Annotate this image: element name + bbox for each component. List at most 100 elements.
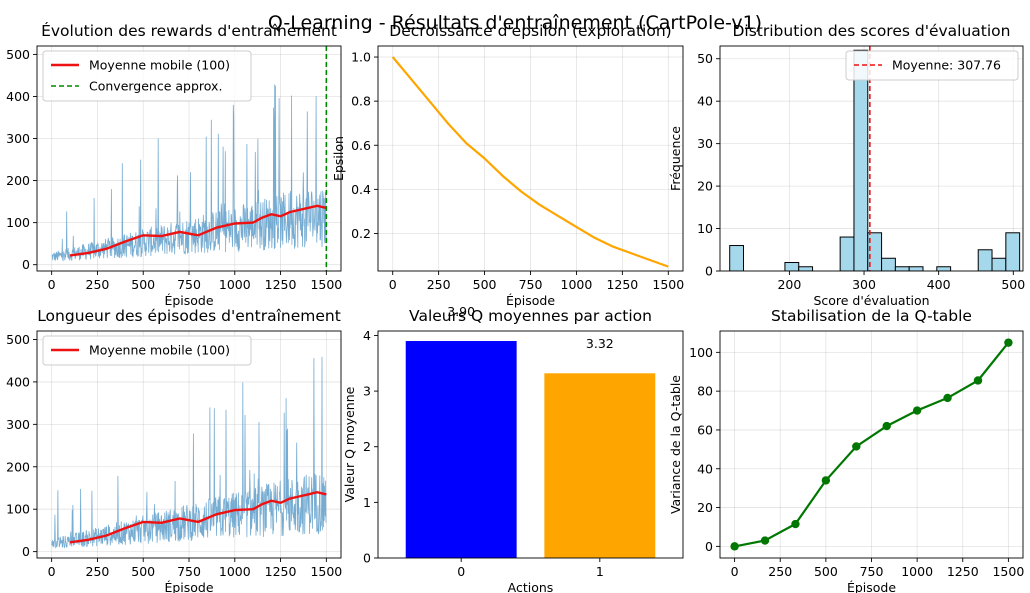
stabilisation-xtick-label-0: 0 bbox=[731, 564, 739, 579]
distribution-title: Distribution des scores d'évaluation bbox=[732, 22, 1010, 40]
lengths-ytick-label-1: 100 bbox=[6, 502, 30, 517]
epsilon-xtick-label-4: 1000 bbox=[561, 277, 593, 292]
histogram-bar-12 bbox=[894, 266, 910, 271]
histogram-bar-5 bbox=[798, 266, 814, 271]
lengths-plot-area bbox=[51, 356, 327, 549]
rewards-raw-series bbox=[51, 84, 327, 262]
figure-suptitle: Q-Learning - Résultats d'entraînement (C… bbox=[268, 12, 762, 34]
histogram-bar-4 bbox=[784, 262, 800, 271]
distribution-xtick-label-3: 500 bbox=[1001, 277, 1025, 292]
lengths-ytick-label-3: 300 bbox=[6, 417, 30, 432]
distribution-ytick-label-5: 50 bbox=[697, 51, 713, 66]
lengths-xlabel: Épisode bbox=[164, 580, 213, 593]
lengths-xtick-label-4: 1000 bbox=[219, 564, 251, 579]
qvalues-axes-frame bbox=[377, 330, 684, 559]
distribution-xtick-label-1: 300 bbox=[852, 277, 876, 292]
stabilisation-ytick-label-4: 80 bbox=[697, 384, 713, 399]
epsilon-xtick-label-1: 250 bbox=[427, 277, 451, 292]
rewards-legend-entry-0: Moyenne mobile (100) bbox=[89, 58, 230, 73]
distribution-xtick-label-0: 200 bbox=[777, 277, 801, 292]
distribution-legend-entry-0: Moyenne: 307.76 bbox=[892, 58, 1001, 73]
distribution-chart: 200 300 400 500 0 10 20 30 40 50 Distribution des … bbox=[668, 22, 1025, 308]
qvalues-xlabel: Actions bbox=[508, 580, 554, 593]
rewards-xtick-label-1: 250 bbox=[86, 277, 110, 292]
rewards-legend-box bbox=[42, 50, 252, 102]
qvalues-ylabel: Valeur Q moyenne bbox=[342, 386, 357, 502]
stabilisation-title: Stabilisation de la Q-table bbox=[771, 307, 972, 325]
stabilisation-point-8 bbox=[973, 376, 983, 385]
rewards-xlabel: Épisode bbox=[164, 293, 213, 308]
histogram-bar-11 bbox=[881, 257, 896, 271]
distribution-xlabel: Score d'évaluation bbox=[813, 293, 929, 308]
histogram-bar-9 bbox=[853, 49, 869, 271]
stabilisation-point-4 bbox=[852, 442, 861, 451]
distribution-legend-box bbox=[845, 50, 1019, 81]
lengths-legend-box bbox=[42, 335, 252, 366]
qvalues-ytick-label-0: 0 bbox=[363, 551, 371, 566]
qvalues-xtick-label: 1 bbox=[596, 564, 604, 579]
lengths-ytick-label-2: 200 bbox=[6, 459, 30, 474]
lengths-xtick-label-6: 1500 bbox=[310, 564, 342, 579]
stabilisation-ylabel: Variance de la Q-table bbox=[668, 375, 683, 514]
rewards-moving-average-line bbox=[69, 204, 327, 257]
stabilisation-point-2 bbox=[791, 519, 800, 529]
histogram-bar-13 bbox=[908, 266, 924, 271]
distribution-axes-frame bbox=[719, 45, 1024, 272]
epsilon-ytick-label-4: 1.0 bbox=[351, 50, 371, 65]
epsilon-ytick-label-0: 0.2 bbox=[351, 226, 371, 241]
lengths-xtick-label-1: 250 bbox=[86, 564, 110, 579]
epsilon-line bbox=[391, 56, 669, 268]
distribution-ytick-label-1: 10 bbox=[697, 221, 713, 236]
epsilon-xtick-label-0: 0 bbox=[389, 277, 397, 292]
stabilisation-ytick-label-5: 100 bbox=[689, 345, 713, 360]
distribution-ytick-label-2: 20 bbox=[697, 179, 713, 194]
qvalues-chart: 3.90 3.32 0 1 0 1 2 3 4 Valeurs Q moyennes par ac… bbox=[342, 304, 684, 593]
stabilisation-chart: 0 250 500 750 1000 1250 1500 0 20 40 60 80 100 Stabil… bbox=[668, 307, 1024, 593]
lengths-ytick-label-5: 500 bbox=[6, 332, 30, 347]
lengths-chart: 0 250 500 750 1000 1250 1500 0 100 200 300 400 500 Lo… bbox=[6, 307, 342, 593]
lengths-xtick-label-5: 1250 bbox=[265, 564, 297, 579]
lengths-ytick-label-4: 400 bbox=[6, 374, 30, 389]
stabilisation-point-5 bbox=[882, 421, 891, 431]
rewards-ytick-label-4: 400 bbox=[6, 89, 30, 104]
stabilisation-xtick-label-4: 1000 bbox=[901, 564, 933, 579]
rewards-xtick-label-4: 1000 bbox=[219, 277, 251, 292]
rewards-plot-area bbox=[51, 46, 328, 271]
epsilon-xtick-label-6: 1500 bbox=[652, 277, 684, 292]
lengths-moving-average-line bbox=[69, 490, 327, 544]
q-bar-action-0 bbox=[405, 341, 517, 558]
lengths-xtick-label-2: 500 bbox=[131, 564, 155, 579]
rewards-xtick-label-2: 500 bbox=[131, 277, 155, 292]
lengths-legend-entry-0: Moyenne mobile (100) bbox=[89, 343, 230, 358]
q-bar-value-label: 3.32 bbox=[586, 336, 614, 351]
epsilon-xtick-label-3: 750 bbox=[519, 277, 543, 292]
epsilon-ytick-label-2: 0.6 bbox=[351, 138, 371, 153]
stabilisation-xlabel: Épisode bbox=[847, 580, 896, 593]
histogram-bar-15 bbox=[936, 266, 952, 271]
stabilisation-line bbox=[734, 341, 1010, 548]
distribution-ytick-label-0: 0 bbox=[705, 264, 713, 279]
histogram-bar-0 bbox=[729, 245, 745, 271]
histogram-bar-20 bbox=[1005, 232, 1021, 271]
rewards-xtick-label-0: 0 bbox=[48, 277, 56, 292]
stabilisation-xtick-label-1: 250 bbox=[768, 564, 792, 579]
rewards-legend-entry-1: Convergence approx. bbox=[89, 79, 222, 94]
histogram-bar-18 bbox=[977, 249, 993, 271]
stabilisation-xtick-label-3: 750 bbox=[860, 564, 884, 579]
histogram-bar-8 bbox=[839, 236, 855, 271]
epsilon-chart: 0 250 500 750 1000 1250 1500 0.2 0.4 0.6 0.8 1.0 Déc… bbox=[331, 22, 684, 308]
rewards-legend: Moyenne mobile (100) Convergence approx. bbox=[42, 50, 252, 102]
stabilisation-xtick-label-5: 1250 bbox=[947, 564, 979, 579]
stabilisation-ytick-label-3: 60 bbox=[697, 422, 713, 437]
rewards-ytick-label-1: 100 bbox=[6, 215, 30, 230]
stabilisation-plot-area bbox=[730, 338, 1013, 551]
rewards-ytick-label-5: 500 bbox=[6, 47, 30, 62]
rewards-xtick-label-3: 750 bbox=[177, 277, 201, 292]
epsilon-ytick-label-3: 0.8 bbox=[351, 94, 371, 109]
distribution-ytick-label-3: 30 bbox=[697, 136, 713, 151]
epsilon-ylabel: Epsilon bbox=[331, 136, 346, 181]
epsilon-title: Décroissance d'epsilon (exploration) bbox=[389, 22, 671, 40]
epsilon-ytick-label-1: 0.4 bbox=[351, 182, 371, 197]
stabilisation-ytick-label-1: 20 bbox=[697, 500, 713, 515]
